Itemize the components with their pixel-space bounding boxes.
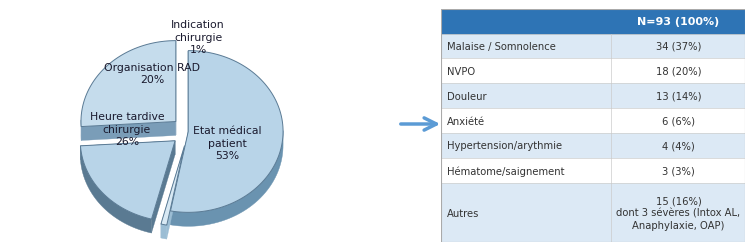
- Text: Organisation RAD
20%: Organisation RAD 20%: [104, 62, 200, 85]
- Text: 3 (3%): 3 (3%): [662, 166, 695, 176]
- Text: 4 (4%): 4 (4%): [662, 141, 695, 151]
- Polygon shape: [161, 146, 184, 225]
- Polygon shape: [81, 141, 175, 219]
- Polygon shape: [81, 42, 175, 127]
- Text: Anxiété: Anxiété: [447, 116, 485, 126]
- Text: Malaise / Somnolence: Malaise / Somnolence: [447, 42, 556, 52]
- FancyBboxPatch shape: [441, 109, 745, 134]
- Text: 6 (6%): 6 (6%): [662, 116, 695, 126]
- Polygon shape: [161, 224, 166, 239]
- Polygon shape: [161, 146, 184, 238]
- Polygon shape: [166, 146, 184, 239]
- Polygon shape: [81, 141, 175, 160]
- Text: Douleur: Douleur: [447, 91, 486, 101]
- Text: Hypertension/arythmie: Hypertension/arythmie: [447, 141, 562, 151]
- FancyBboxPatch shape: [441, 183, 745, 242]
- Text: 13 (14%): 13 (14%): [656, 91, 701, 101]
- Polygon shape: [170, 132, 188, 225]
- Polygon shape: [170, 52, 283, 212]
- FancyBboxPatch shape: [441, 10, 745, 34]
- Polygon shape: [170, 131, 283, 226]
- FancyBboxPatch shape: [441, 34, 745, 59]
- Text: 34 (37%): 34 (37%): [656, 42, 701, 52]
- Text: NVPO: NVPO: [447, 66, 474, 76]
- Text: Etat médical
patient
53%: Etat médical patient 53%: [193, 125, 261, 161]
- Text: Indication
chirurgie
1%: Indication chirurgie 1%: [171, 20, 225, 55]
- Polygon shape: [151, 141, 175, 233]
- Text: N=93 (100%): N=93 (100%): [637, 17, 720, 27]
- Text: 18 (20%): 18 (20%): [656, 66, 701, 76]
- Text: Heure tardive
chirurgie
26%: Heure tardive chirurgie 26%: [90, 112, 164, 147]
- Polygon shape: [81, 146, 151, 233]
- Polygon shape: [81, 122, 175, 141]
- FancyBboxPatch shape: [441, 134, 745, 158]
- Text: Hématome/saignement: Hématome/saignement: [447, 166, 564, 176]
- Text: Autres: Autres: [447, 208, 479, 218]
- FancyBboxPatch shape: [441, 59, 745, 84]
- FancyBboxPatch shape: [441, 84, 745, 109]
- Text: 15 (16%)
dont 3 sévères (Intox AL,
Anaphylaxie, OAP): 15 (16%) dont 3 sévères (Intox AL, Anaph…: [616, 196, 740, 230]
- FancyBboxPatch shape: [441, 158, 745, 183]
